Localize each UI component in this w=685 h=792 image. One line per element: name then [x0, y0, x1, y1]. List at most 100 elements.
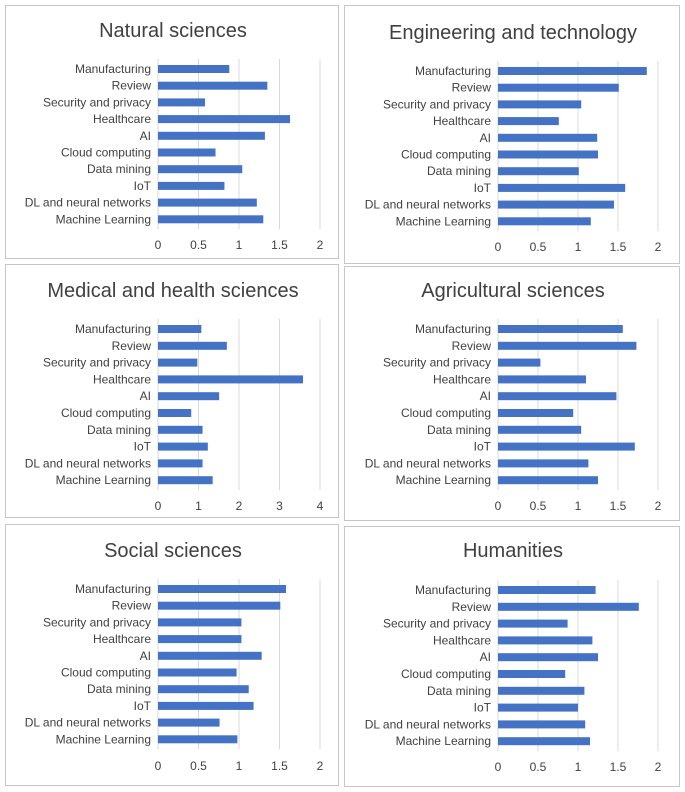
bar — [158, 409, 192, 417]
bar — [498, 720, 586, 729]
chart-panel-medical-and-health-sciences: Medical and health sciences 0 1 2 3 4 Manufact… — [5, 264, 339, 518]
category-label: Review — [452, 81, 492, 95]
x-tick-label: 1.5 — [610, 240, 627, 254]
category-label: Review — [452, 600, 492, 614]
bar — [158, 476, 213, 485]
category-label: IoT — [134, 179, 152, 193]
bar — [498, 83, 619, 92]
chart-panel-agricultural-sciences: Agricultural sciences 0 0.5 1 1.5 2 Manufactur… — [344, 266, 680, 521]
category-label: IoT — [134, 699, 152, 713]
bar — [158, 701, 254, 710]
chart-panel-social-sciences: Social sciences 0 0.5 1 1.5 2 Manufacturing Rev… — [5, 524, 339, 786]
bar — [158, 601, 281, 610]
category-label: DL and neural networks — [25, 456, 151, 470]
x-tick-label: 4 — [317, 499, 324, 513]
bar — [158, 341, 227, 350]
category-label: DL and neural networks — [365, 198, 491, 212]
x-tick-label: 1.5 — [271, 238, 288, 252]
category-label: Machine Learning — [56, 732, 151, 746]
chart-title: Agricultural sciences — [421, 280, 604, 302]
category-label: Manufacturing — [415, 322, 491, 336]
category-label: AI — [480, 389, 491, 403]
bar — [158, 425, 203, 434]
category-label: Cloud computing — [61, 146, 151, 160]
bar — [498, 686, 585, 695]
category-label: Manufacturing — [415, 64, 491, 78]
category-label: AI — [140, 649, 151, 663]
chart-title: Humanities — [463, 540, 563, 562]
x-tick-label: 1.5 — [610, 760, 627, 774]
category-label: Healthcare — [433, 114, 491, 128]
chart-engineering-and-technology: Engineering and technology 0 0.5 1 1.5 2 Manuf… — [365, 22, 662, 254]
bar — [158, 585, 286, 593]
category-label: Security and privacy — [43, 615, 151, 629]
x-tick-label: 0.5 — [530, 240, 547, 254]
category-label: IoT — [474, 701, 492, 715]
bar — [498, 375, 586, 384]
x-tick-label: 0.5 — [530, 760, 547, 774]
category-label: DL and neural networks — [25, 716, 151, 730]
bar — [158, 65, 230, 73]
category-label: Healthcare — [93, 112, 151, 126]
chart-social-sciences: Social sciences 0 0.5 1 1.5 2 Manufacturing Rev… — [25, 540, 324, 773]
category-label: Cloud computing — [401, 148, 491, 162]
x-tick-label: 1 — [575, 240, 582, 254]
category-label: Cloud computing — [401, 406, 491, 420]
chart-panel-engineering-and-technology: Engineering and technology 0 0.5 1 1.5 2 Manuf… — [344, 5, 680, 264]
bar — [498, 133, 598, 142]
x-tick-label: 0.5 — [190, 238, 207, 252]
x-tick-label: 0 — [495, 240, 502, 254]
bar — [158, 215, 264, 224]
category-label: AI — [140, 129, 151, 143]
category-label: Data mining — [87, 423, 151, 437]
bar — [498, 409, 574, 417]
bar — [498, 442, 635, 451]
category-label: Machine Learning — [56, 212, 151, 226]
category-label: IoT — [474, 181, 492, 195]
category-label: Healthcare — [93, 372, 151, 386]
bar — [158, 392, 220, 401]
x-tick-label: 0 — [495, 499, 502, 513]
category-label: Security and privacy — [383, 356, 491, 370]
x-tick-label: 1 — [575, 499, 582, 513]
chart-title: Social sciences — [104, 540, 242, 562]
bar — [158, 131, 265, 140]
category-label: Security and privacy — [383, 617, 491, 631]
bar — [498, 425, 582, 434]
bar — [498, 602, 639, 611]
bar — [158, 358, 198, 367]
bar — [498, 217, 591, 226]
bar — [158, 459, 203, 468]
bar — [498, 586, 596, 594]
category-label: DL and neural networks — [365, 717, 491, 731]
x-tick-label: 2 — [317, 238, 324, 252]
bar — [158, 635, 242, 644]
chart-title: Natural sciences — [99, 20, 247, 42]
x-tick-label: 0 — [155, 499, 162, 513]
chart-humanities: Humanities 0 0.5 1 1.5 2 Manufacturing Review Se… — [365, 540, 662, 774]
category-label: DL and neural networks — [365, 456, 491, 470]
category-label: Security and privacy — [43, 356, 151, 370]
x-tick-label: 1 — [236, 238, 243, 252]
x-tick-label: 2 — [317, 759, 324, 773]
chart-title: Engineering and technology — [389, 22, 637, 44]
category-label: Cloud computing — [401, 667, 491, 681]
chart-panel-natural-sciences: Natural sciences 0 0.5 1 1.5 2 Manufacturing Re… — [5, 5, 339, 259]
x-tick-label: 2 — [655, 760, 662, 774]
bar — [498, 392, 617, 401]
x-tick-label: 1.5 — [610, 499, 627, 513]
x-tick-label: 1 — [236, 759, 243, 773]
bar — [158, 325, 202, 333]
category-label: Machine Learning — [56, 473, 151, 487]
bar — [498, 737, 590, 746]
bar — [158, 668, 237, 677]
category-label: Manufacturing — [415, 583, 491, 597]
bar — [498, 476, 598, 485]
category-label: IoT — [474, 440, 492, 454]
chart-natural-sciences: Natural sciences 0 0.5 1 1.5 2 Manufacturing Re… — [25, 20, 324, 252]
bar — [158, 442, 208, 451]
category-label: Review — [112, 599, 152, 613]
bar — [498, 325, 623, 333]
bar — [498, 341, 637, 350]
bar — [158, 718, 220, 727]
